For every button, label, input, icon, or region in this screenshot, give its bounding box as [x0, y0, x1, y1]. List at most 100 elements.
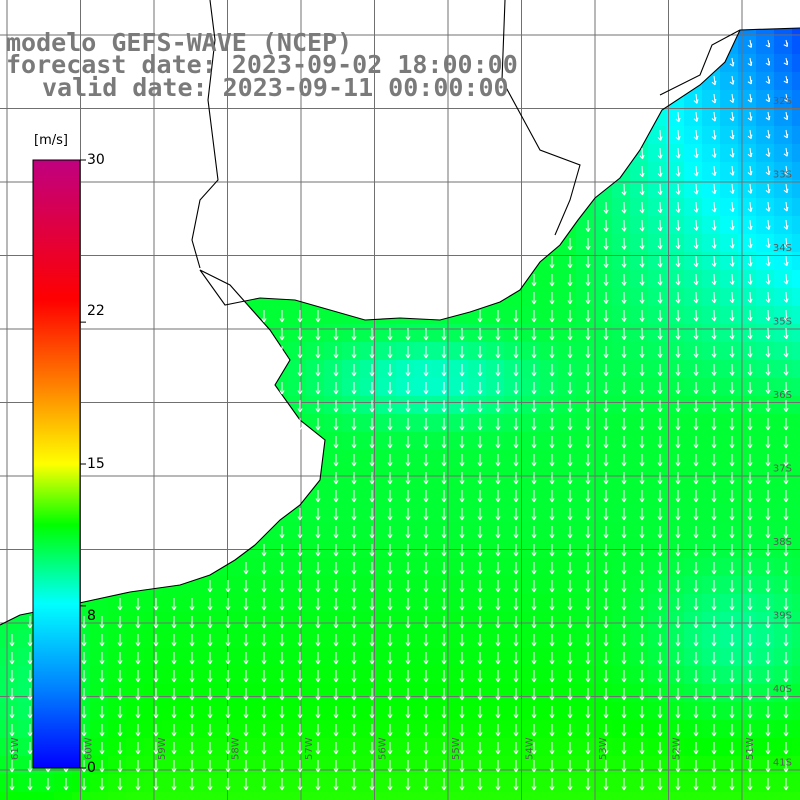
- wind-cell: [0, 702, 19, 721]
- wind-arrow: [405, 454, 411, 467]
- wind-cell: [630, 378, 649, 397]
- wind-cell: [756, 252, 775, 271]
- wind-cell: [594, 522, 613, 541]
- wind-arrow: [153, 598, 159, 611]
- wind-cell: [414, 468, 433, 487]
- wind-arrow: [333, 760, 339, 773]
- wind-arrow: [711, 652, 717, 665]
- wind-cell: [702, 342, 721, 361]
- wind-arrow: [405, 418, 411, 431]
- wind-cell: [576, 558, 595, 577]
- wind-arrow: [639, 508, 645, 521]
- wind-cell: [486, 522, 505, 541]
- wind-cell: [756, 792, 775, 800]
- wind-arrow: [117, 670, 123, 683]
- wind-arrow: [639, 219, 645, 232]
- wind-arrow: [549, 364, 555, 377]
- wind-arrow: [549, 616, 555, 629]
- wind-arrow: [747, 778, 753, 791]
- wind-arrow: [765, 237, 771, 249]
- wind-cell: [702, 630, 721, 649]
- wind-cell: [468, 378, 487, 397]
- wind-cell: [90, 774, 109, 793]
- wind-cell: [396, 396, 415, 415]
- wind-arrow: [765, 652, 771, 665]
- wind-arrow: [369, 544, 375, 557]
- wind-cell: [450, 774, 469, 793]
- wind-cell: [684, 684, 703, 703]
- wind-cell: [774, 216, 793, 235]
- wind-cell: [396, 558, 415, 577]
- wind-arrow: [279, 598, 285, 611]
- wind-arrow: [387, 562, 393, 575]
- wind-arrow: [639, 580, 645, 593]
- wind-arrow: [477, 562, 483, 575]
- wind-arrow: [639, 670, 645, 683]
- wind-cell: [720, 738, 739, 757]
- wind-arrow: [495, 364, 501, 377]
- wind-arrow: [207, 634, 213, 647]
- wind-arrow: [315, 742, 321, 755]
- wind-arrow: [531, 688, 537, 701]
- wind-cell: [612, 180, 631, 199]
- wind-arrow: [729, 57, 735, 67]
- wind-cell: [702, 288, 721, 307]
- wind-cell: [720, 432, 739, 451]
- wind-arrow: [711, 75, 717, 86]
- wind-cell: [414, 792, 433, 800]
- wind-cell: [666, 270, 685, 289]
- wind-cell: [720, 72, 739, 91]
- wind-arrow: [459, 778, 465, 791]
- wind-arrow: [657, 399, 663, 413]
- wind-cell: [756, 216, 775, 235]
- wind-cell: [594, 666, 613, 685]
- wind-arrow: [477, 742, 483, 755]
- wind-cell: [702, 576, 721, 595]
- wind-cell: [324, 450, 343, 469]
- wind-arrow: [477, 616, 483, 629]
- wind-arrow: [549, 256, 555, 269]
- wind-cell: [234, 576, 253, 595]
- wind-cell: [702, 522, 721, 541]
- wind-cell: [288, 324, 307, 343]
- wind-arrow: [477, 454, 483, 467]
- wind-arrow: [207, 724, 213, 737]
- wind-arrow: [333, 688, 339, 701]
- wind-cell: [630, 738, 649, 757]
- wind-cell: [270, 558, 289, 577]
- wind-arrow: [675, 436, 681, 449]
- wind-cell: [198, 774, 217, 793]
- wind-cell: [576, 522, 595, 541]
- wind-cell: [648, 684, 667, 703]
- wind-cell: [180, 756, 199, 775]
- wind-cell: [486, 432, 505, 451]
- wind-cell: [612, 396, 631, 415]
- wind-arrow: [621, 742, 627, 755]
- wind-cell: [108, 594, 127, 613]
- wind-arrow: [729, 598, 735, 611]
- wind-arrow: [765, 363, 771, 376]
- wind-cell: [630, 432, 649, 451]
- wind-cell: [648, 360, 667, 379]
- wind-cell: [774, 360, 793, 379]
- wind-arrow: [729, 472, 735, 485]
- wind-cell: [468, 324, 487, 343]
- wind-arrow: [711, 237, 717, 249]
- wind-arrow: [675, 291, 681, 304]
- wind-cell: [684, 180, 703, 199]
- wind-cell: [738, 738, 757, 757]
- wind-arrow: [153, 688, 159, 701]
- wind-cell: [738, 324, 757, 343]
- wind-cell: [666, 576, 685, 595]
- wind-cell: [666, 702, 685, 721]
- wind-cell: [738, 630, 757, 649]
- wind-cell: [468, 756, 487, 775]
- wind-arrow: [711, 562, 717, 575]
- wind-cell: [234, 630, 253, 649]
- wind-cell: [360, 684, 379, 703]
- wind-arrow: [261, 616, 267, 629]
- wind-cell: [756, 108, 775, 127]
- wind-arrow: [261, 652, 267, 665]
- wind-arrow: [441, 328, 447, 341]
- wind-arrow: [783, 57, 788, 66]
